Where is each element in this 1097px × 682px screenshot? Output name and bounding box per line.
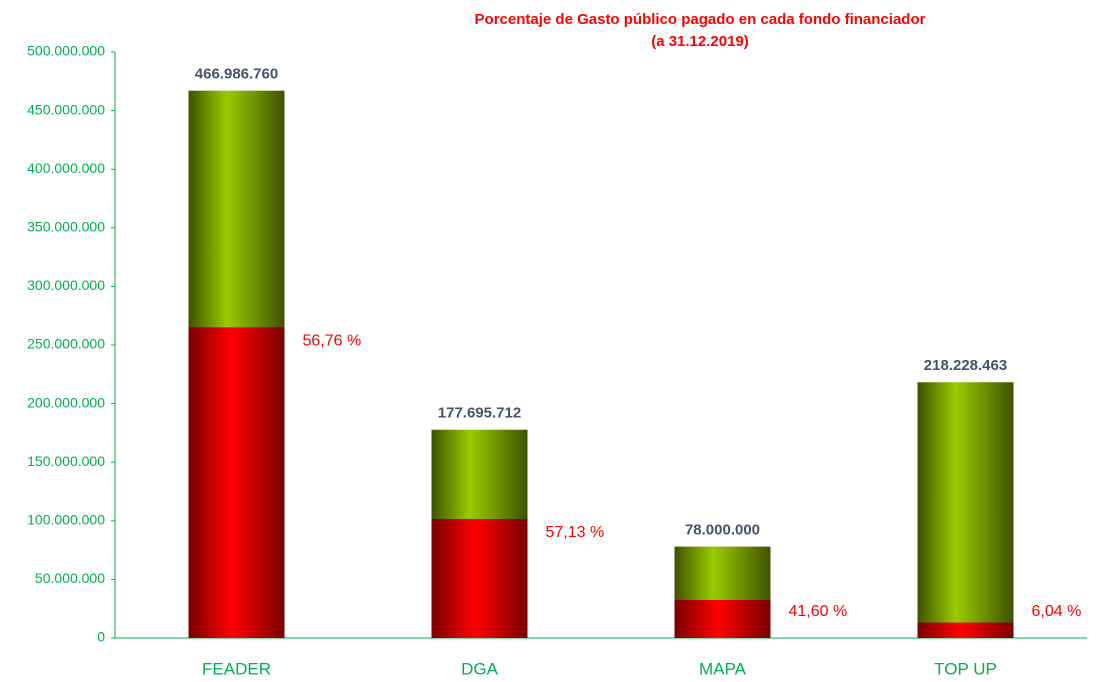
y-tick-label: 0 bbox=[97, 629, 105, 645]
percentage-label: 57,13 % bbox=[546, 524, 605, 541]
value-label: 78.000.000 bbox=[685, 522, 760, 539]
x-tick-label: MAPA bbox=[699, 659, 747, 678]
paid-bar bbox=[674, 599, 771, 638]
y-tick-label: 300.000.000 bbox=[27, 277, 105, 293]
y-tick-label: 50.000.000 bbox=[35, 570, 105, 586]
paid-bar bbox=[917, 622, 1014, 638]
bar bbox=[917, 382, 1014, 638]
y-tick-label: 400.000.000 bbox=[27, 160, 105, 176]
y-tick-label: 250.000.000 bbox=[27, 336, 105, 352]
y-tick-label: 450.000.000 bbox=[27, 101, 105, 117]
x-tick-label: DGA bbox=[461, 659, 499, 678]
percentage-label: 41,60 % bbox=[789, 603, 848, 620]
y-tick-label: 350.000.000 bbox=[27, 219, 105, 235]
paid-bar bbox=[188, 327, 285, 638]
percentage-label: 56,76 % bbox=[303, 333, 362, 350]
chart-title: Porcentaje de Gasto público pagado en ca… bbox=[475, 11, 926, 28]
x-tick-label: TOP UP bbox=[934, 659, 997, 678]
chart-subtitle: (a 31.12.2019) bbox=[651, 33, 749, 50]
y-tick-label: 150.000.000 bbox=[27, 453, 105, 469]
value-label: 466.986.760 bbox=[195, 66, 278, 83]
y-tick-label: 500.000.000 bbox=[27, 43, 105, 59]
value-label: 218.228.463 bbox=[924, 357, 1007, 374]
y-tick-label: 100.000.000 bbox=[27, 512, 105, 528]
percentage-label: 6,04 % bbox=[1032, 603, 1082, 620]
x-tick-label: FEADER bbox=[202, 659, 271, 678]
paid-bar bbox=[431, 519, 528, 638]
value-label: 177.695.712 bbox=[438, 405, 521, 422]
y-tick-label: 200.000.000 bbox=[27, 394, 105, 410]
